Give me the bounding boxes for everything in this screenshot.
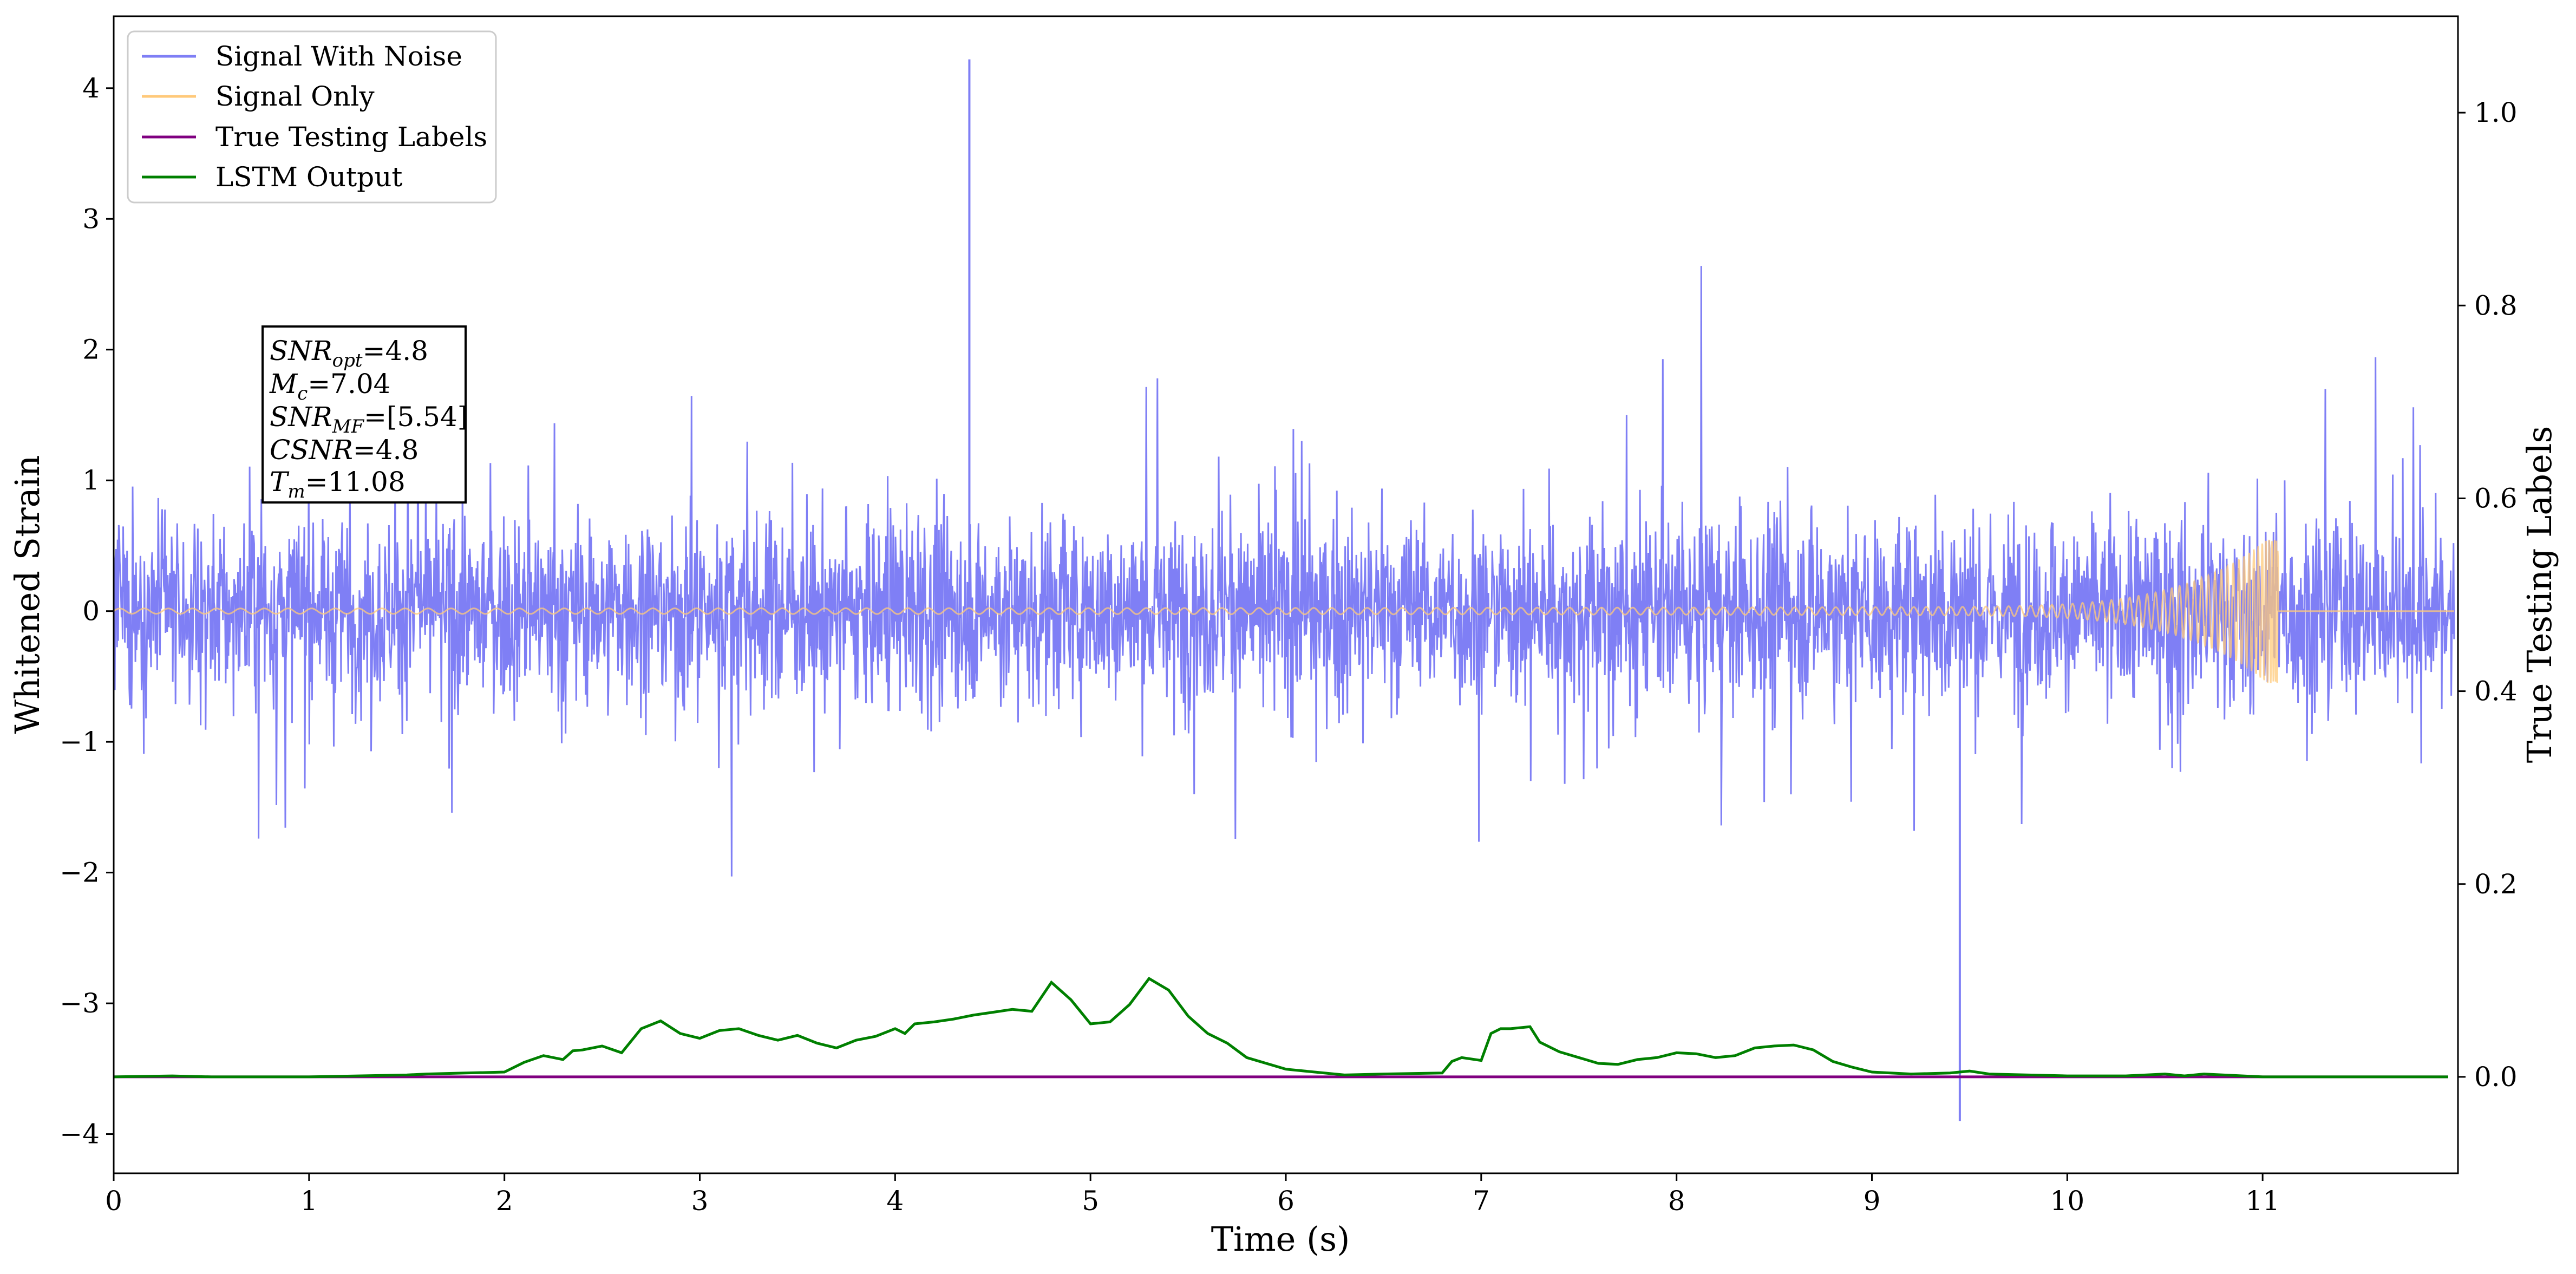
y-axis-left: 4 3 2 1 0 −1 −2 −3 −4 [60, 73, 114, 1150]
y-tick-label: −4 [60, 1119, 100, 1150]
annotation-snr-opt: SNRopt=4.8 [270, 335, 428, 371]
y-tick-label: 4 [82, 73, 100, 104]
x-tick-label: 3 [691, 1185, 709, 1217]
legend-box [127, 30, 497, 204]
y-right-tick-label: 0.4 [2474, 676, 2518, 707]
legend-label-signal-with-noise: Signal With Noise [215, 41, 462, 72]
y-tick-label: 0 [82, 596, 100, 627]
x-tick-label: 8 [1668, 1185, 1685, 1217]
y-tick-label: −3 [60, 988, 100, 1019]
annotation-chirp-mass: Mc=7.04 [269, 368, 390, 404]
legend-label-signal-only: Signal Only [215, 81, 375, 112]
series-signal-with-noise [114, 266, 2455, 877]
annotation-box: SNRopt=4.8 Mc=7.04 SNRMF=[5.54] CSNR=4.8… [261, 325, 468, 504]
legend-label-lstm-output: LSTM Output [215, 161, 402, 193]
y-right-tick-label: 1.0 [2474, 97, 2518, 128]
x-tick-label: 11 [2245, 1185, 2280, 1217]
x-tick-label: 7 [1473, 1185, 1490, 1217]
annotation-snr-mf: SNRMF=[5.54] [270, 401, 468, 437]
plot-area [114, 59, 2455, 1121]
legend-label-true-testing-labels: True Testing Labels [215, 121, 487, 153]
y-axis-right: 1.0 0.8 0.6 0.4 0.2 0.0 [2458, 97, 2518, 1093]
x-axis: 0 1 2 3 4 5 6 7 8 9 10 11 [105, 1173, 2280, 1217]
x-tick-label: 9 [1864, 1185, 1881, 1217]
x-tick-label: 4 [886, 1185, 904, 1217]
y-tick-label: 1 [82, 465, 100, 496]
x-tick-label: 0 [105, 1185, 122, 1217]
y-right-tick-label: 0.0 [2474, 1061, 2518, 1093]
y-right-tick-label: 0.8 [2474, 290, 2518, 321]
x-tick-label: 2 [496, 1185, 513, 1217]
legend: Signal With Noise Signal Only True Testi… [127, 30, 497, 204]
x-axis-label: Time (s) [1211, 1219, 1350, 1259]
y-axis-label-right: True Testing Labels [2520, 426, 2559, 763]
annotation-csnr: CSNR=4.8 [270, 434, 419, 466]
y-tick-label: −1 [60, 726, 100, 757]
annotation-merge-time: Tm=11.08 [270, 466, 406, 502]
y-axis-label-left: Whitened Strain [8, 455, 47, 734]
y-right-tick-label: 0.2 [2474, 868, 2518, 900]
x-tick-label: 6 [1277, 1185, 1294, 1217]
x-tick-label: 1 [300, 1185, 318, 1217]
y-tick-label: 3 [82, 203, 100, 234]
x-tick-label: 5 [1082, 1185, 1099, 1217]
annotation-frame [261, 325, 467, 504]
series-lstm-output [114, 977, 2448, 1079]
y-tick-label: −2 [60, 857, 100, 888]
y-tick-label: 2 [82, 334, 100, 365]
y-right-tick-label: 0.6 [2474, 482, 2518, 514]
series-signal-only [114, 539, 2454, 683]
x-tick-label: 10 [2050, 1185, 2085, 1217]
